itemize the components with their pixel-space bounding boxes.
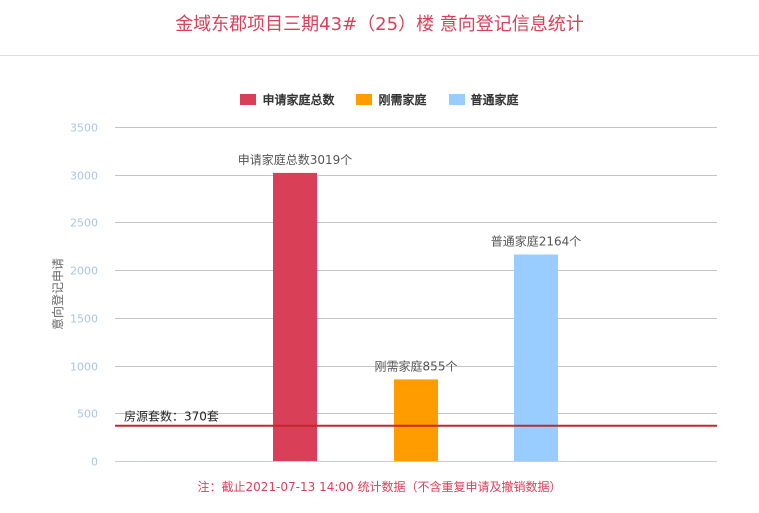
legend-label-total: 申请家庭总数: [262, 93, 335, 107]
legend-item-normal[interactable]: 普通家庭: [448, 91, 519, 108]
y-tick-label: 1000: [70, 361, 98, 374]
bar[interactable]: [273, 172, 317, 462]
reference-line: 房源套数：370套: [115, 409, 717, 427]
legend-swatch-total: [240, 94, 257, 105]
y-tick-label: 3000: [70, 170, 98, 183]
y-axis-label: 意向登记申请: [50, 258, 65, 330]
title-divider: [0, 55, 759, 56]
legend-item-total[interactable]: 申请家庭总数: [240, 91, 334, 108]
bar-data-label: 普通家庭2164个: [491, 233, 582, 248]
reference-line-label: 房源套数：370套: [124, 409, 219, 424]
bar-data-label: 刚需家庭855个: [375, 358, 458, 373]
footnote: 注：截止2021-07-13 14:00 统计数据（不含重复申请及撤销数据）: [197, 480, 562, 494]
legend-swatch-normal: [448, 94, 465, 105]
y-axis-ticks: 0 500 1000 1500 2000 2500 3000 3500: [70, 122, 98, 469]
legend-item-rigid[interactable]: 刚需家庭: [356, 91, 427, 108]
y-tick-label: 1500: [70, 313, 98, 326]
y-tick-label: 500: [77, 408, 98, 421]
legend: 申请家庭总数 刚需家庭 普通家庭: [0, 91, 759, 108]
legend-label-rigid: 刚需家庭: [378, 93, 427, 107]
y-tick-label: 3500: [70, 122, 98, 135]
chart-title: 金域东郡项目三期43#（25）楼 意向登记信息统计: [175, 14, 584, 35]
y-tick-label: 0: [91, 456, 98, 469]
legend-swatch-rigid: [356, 94, 373, 105]
bar[interactable]: [514, 254, 558, 461]
bar[interactable]: [394, 379, 438, 461]
y-tick-label: 2000: [70, 265, 98, 278]
gridlines: [115, 127, 717, 462]
y-tick-label: 2500: [70, 217, 98, 230]
legend-label-normal: 普通家庭: [470, 93, 519, 107]
bar-data-label: 申请家庭总数3019个: [238, 152, 353, 167]
